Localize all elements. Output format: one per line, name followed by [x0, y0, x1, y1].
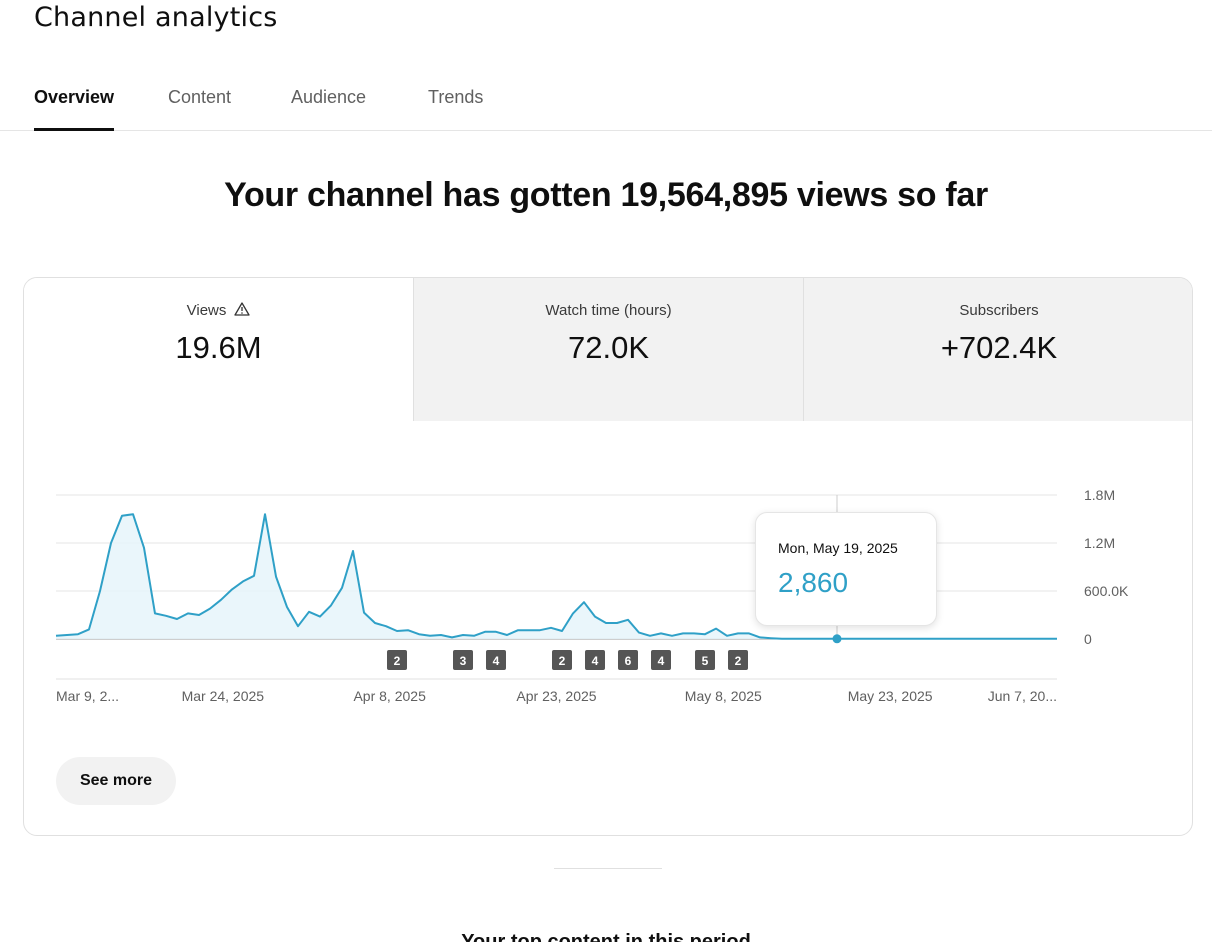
highlight-point[interactable] — [832, 634, 842, 644]
overview-card: Views 19.6M Watch time (hours) 72.0K Sub… — [23, 277, 1193, 836]
x-tick-label: Apr 8, 2025 — [353, 688, 426, 704]
x-tick-label: Apr 23, 2025 — [516, 688, 596, 704]
y-tick-label: 0 — [1084, 631, 1092, 647]
metric-views[interactable]: Views 19.6M — [24, 278, 413, 421]
x-tick-label: May 23, 2025 — [848, 688, 933, 704]
publish-marker-label: 3 — [460, 654, 467, 668]
y-tick-label: 600.0K — [1084, 583, 1129, 599]
chart-markers: 2 3 4 2 4 6 4 5 2 — [387, 650, 748, 670]
tooltip-value: 2,860 — [778, 567, 849, 598]
publish-marker-label: 2 — [559, 654, 566, 668]
metric-subscribers-label: Subscribers — [959, 302, 1039, 319]
metric-subscribers[interactable]: Subscribers +702.4K — [803, 278, 1192, 421]
publish-marker[interactable]: 2 — [552, 650, 572, 670]
metric-watch-time-label: Watch time (hours) — [545, 302, 672, 319]
chart-x-axis: Mar 9, 2... Mar 24, 2025 Apr 8, 2025 Apr 23… — [56, 678, 1057, 704]
chart-y-ticks: 1.8M 1.2M 600.0K 0 — [1084, 487, 1129, 647]
x-tick-label: May 8, 2025 — [685, 688, 762, 704]
tab-trends[interactable]: Trends — [428, 87, 484, 107]
page-title: Channel analytics — [34, 2, 278, 33]
publish-marker-label: 5 — [702, 654, 709, 668]
publish-marker-label: 2 — [394, 654, 401, 668]
metric-watch-time-value: 72.0K — [567, 330, 649, 365]
chart-area — [56, 514, 1057, 639]
publish-marker-label: 4 — [592, 654, 599, 668]
publish-marker-label: 6 — [625, 654, 632, 668]
chart-line — [55, 513, 1057, 640]
publish-marker-label: 4 — [658, 654, 665, 668]
metric-views-label: Views — [186, 302, 227, 319]
section-divider — [554, 868, 662, 869]
views-headline: Your channel has gotten 19,564,895 views… — [224, 176, 988, 214]
metric-subscribers-value: +702.4K — [940, 330, 1058, 365]
publish-marker[interactable]: 4 — [486, 650, 506, 670]
series-area — [56, 514, 1057, 639]
y-tick-label: 1.2M — [1084, 535, 1115, 551]
tab-content[interactable]: Content — [168, 87, 232, 107]
publish-marker[interactable]: 3 — [453, 650, 473, 670]
publish-marker-label: 2 — [735, 654, 742, 668]
tooltip-date: Mon, May 19, 2025 — [778, 540, 898, 556]
chart-tooltip: Mon, May 19, 2025 2,860 — [755, 512, 937, 626]
chart-points — [832, 634, 842, 644]
x-tick-label: Mar 9, 2... — [56, 688, 119, 704]
tab-overview[interactable]: Overview — [34, 87, 115, 131]
series-line — [55, 513, 1057, 640]
publish-marker[interactable]: 4 — [651, 650, 671, 670]
publish-marker[interactable]: 4 — [585, 650, 605, 670]
see-more-button[interactable]: See more — [56, 757, 176, 805]
publish-marker[interactable]: 2 — [728, 650, 748, 670]
tab-audience[interactable]: Audience — [291, 87, 367, 107]
y-tick-label: 1.8M — [1084, 487, 1115, 503]
warning-icon[interactable] — [234, 302, 251, 320]
x-tick-label: Mar 24, 2025 — [182, 688, 265, 704]
publish-marker-label: 4 — [493, 654, 500, 668]
x-tick-label: Jun 7, 20... — [988, 688, 1057, 704]
publish-marker[interactable]: 2 — [387, 650, 407, 670]
publish-marker[interactable]: 5 — [695, 650, 715, 670]
top-content-title: Your top content in this period — [461, 931, 751, 942]
metric-views-value: 19.6M — [175, 330, 262, 365]
tab-bar: Overview Content Audience Trends — [0, 76, 1212, 131]
publish-marker[interactable]: 6 — [618, 650, 638, 670]
metric-watch-time[interactable]: Watch time (hours) 72.0K — [413, 278, 803, 421]
